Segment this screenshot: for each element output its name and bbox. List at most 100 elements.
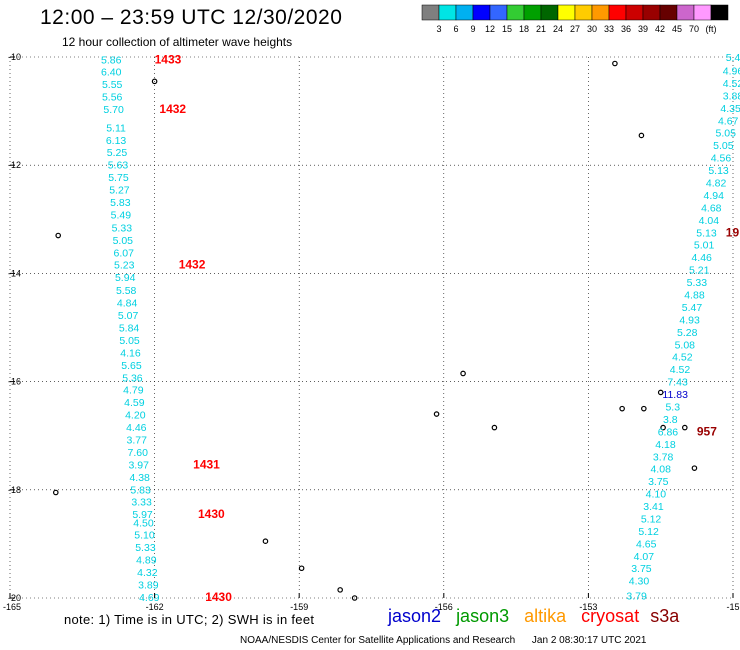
- island-outline: [619, 405, 625, 412]
- colorbar-label: 6: [453, 24, 458, 34]
- swh-value: 5.49: [111, 209, 132, 221]
- colorbar-swatch: [523, 4, 542, 21]
- time-labels: 1433 1432 1432 1431 1430 1430 19 957: [155, 53, 740, 604]
- swh-value: 4.68: [701, 202, 722, 214]
- swh-value: 3.89: [138, 579, 159, 591]
- chart-grid: [9, 56, 734, 599]
- swh-value: 5.83: [110, 197, 131, 209]
- swh-value: 5.08: [675, 339, 696, 351]
- swh-value: 4.56: [711, 153, 732, 165]
- island-outline: [660, 424, 666, 431]
- island-outline: [55, 232, 62, 239]
- swh-value: 4.65: [636, 538, 657, 550]
- y-tick-label: -16: [8, 377, 21, 387]
- y-tick-label: -10: [8, 52, 21, 62]
- swh-value: 11.83: [662, 389, 688, 401]
- swh-value: 3.33: [131, 497, 152, 509]
- colorbar-swatch: [472, 4, 491, 21]
- colorbar-label: 42: [655, 24, 665, 34]
- swh-value: 3.75: [648, 476, 669, 488]
- y-tick-label: -20: [8, 593, 21, 603]
- credit-line: NOAA/NESDIS Center for Satellite Applica…: [240, 635, 646, 646]
- swh-value: 3.77: [127, 434, 148, 446]
- colorbar-swatch: [438, 4, 457, 21]
- island-outline: [351, 595, 358, 601]
- swh-value: 5.05: [113, 235, 134, 247]
- swh-value: 7.60: [128, 447, 149, 459]
- colorbar-swatch: [659, 4, 678, 21]
- swh-value: 6.86: [658, 426, 679, 438]
- swh-value: 5.21: [689, 265, 710, 277]
- chart-axes: -165 -162 -159 -156 -153 -15 -10 -12 -14 -16 -18 -2…: [3, 52, 740, 612]
- colorbar-swatch: [489, 4, 508, 21]
- swh-value: 5.86: [101, 55, 122, 67]
- colorbar-label: 12: [485, 24, 495, 34]
- swh-value: 3.97: [128, 459, 149, 471]
- swh-value: 4.59: [124, 397, 145, 409]
- colorbar-label: 45: [672, 24, 682, 34]
- swh-value: 5.3: [665, 401, 680, 413]
- pass-time-label: 1431: [193, 457, 220, 471]
- colorbar-swatch: [540, 4, 559, 21]
- pass-time-label: 1433: [155, 53, 182, 67]
- swh-value: 5.12: [641, 513, 662, 525]
- swh-value: 5.70: [103, 104, 124, 116]
- island-outline: [298, 565, 305, 572]
- pass-time-label: 1432: [159, 102, 186, 116]
- swh-value: 4.46: [691, 252, 712, 264]
- swh-value: 5.36: [122, 372, 143, 384]
- swh-value: 5.65: [121, 360, 142, 372]
- swh-value: 5.28: [677, 327, 698, 339]
- swh-value: 4.94: [704, 190, 725, 202]
- island-outline: [657, 389, 664, 396]
- island-outline: [433, 411, 440, 417]
- credit-timestamp: Jan 2 08:30:17 UTC 2021: [531, 635, 647, 646]
- swh-value: 5.01: [694, 240, 715, 252]
- swh-value: 5.75: [108, 172, 129, 184]
- colorbar-label: 33: [604, 24, 614, 34]
- island-outline: [262, 538, 269, 544]
- swh-value: 5.05: [713, 140, 734, 152]
- swh-value: 4.07: [634, 551, 655, 563]
- swh-value: 4.82: [706, 178, 727, 190]
- legend-jason3: jason3: [456, 606, 510, 626]
- swh-value: 4.38: [129, 472, 150, 484]
- y-tick-label: -12: [8, 160, 21, 170]
- swh-value: 4.35: [720, 103, 740, 115]
- swh-value: 6.13: [106, 135, 127, 147]
- x-tick-label: -159: [290, 602, 308, 612]
- swh-value: 5.05: [119, 335, 140, 347]
- swh-value: 3.8: [663, 414, 678, 426]
- swh-value: 7.43: [667, 377, 688, 389]
- swh-value: 4.52: [670, 364, 691, 376]
- credit-text: NOAA/NESDIS Center for Satellite Applica…: [240, 635, 516, 646]
- swh-tracks: 5.866.405.555.565.70 5.116.135.255.635.75…: [101, 52, 740, 604]
- swh-value: 5.10: [134, 530, 155, 542]
- legend-altika: altika: [524, 606, 567, 626]
- swh-value: 5.94: [115, 272, 136, 284]
- colorbar-label: 3: [436, 24, 441, 34]
- page-title: 12:00 – 23:59 UTC 12/30/2020: [40, 6, 343, 29]
- colorbar-swatch: [591, 4, 610, 21]
- swh-value: 5.58: [116, 285, 137, 297]
- swh-value: 3.78: [653, 451, 674, 463]
- swh-value: 4.84: [117, 298, 138, 310]
- swh-value: 5.25: [107, 147, 128, 159]
- swh-value: 3.79: [626, 590, 647, 602]
- y-tick-label: -14: [8, 268, 21, 278]
- pass-time-label: 1430: [205, 590, 232, 604]
- legend-cryosat: cryosat: [581, 606, 640, 626]
- legend-s3a: s3a: [650, 606, 680, 626]
- colorbar-label: 39: [638, 24, 648, 34]
- island-outline: [337, 587, 343, 593]
- colorbar-swatch: [557, 4, 576, 21]
- swh-value: 5.47: [682, 302, 703, 314]
- swh-value: 6.07: [114, 247, 135, 259]
- satellite-legend: jason2 jason3 altika cryosat s3a: [388, 606, 679, 627]
- colorbar-swatch: [693, 4, 712, 21]
- island-outline: [691, 465, 698, 471]
- swh-value: 5.27: [109, 185, 130, 197]
- swh-value: 5.33: [687, 277, 708, 289]
- pass-time-label: 19: [726, 225, 740, 239]
- colorbar-swatch: [506, 4, 525, 21]
